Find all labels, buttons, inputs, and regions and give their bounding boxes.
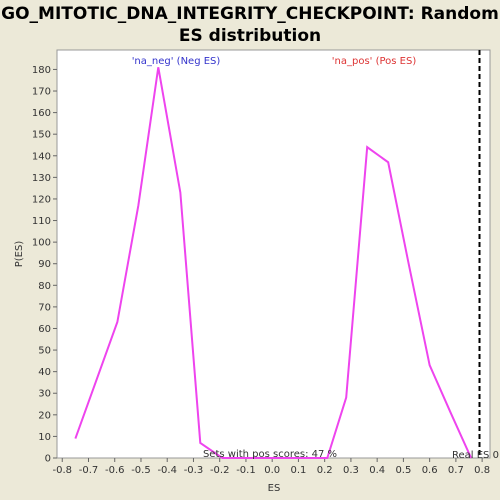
y-tick-label: 150: [32, 130, 51, 141]
x-tick-label: -0.7: [79, 465, 99, 476]
y-tick-label: 60: [38, 324, 51, 335]
series-line: [74, 67, 473, 459]
y-tick-label: 50: [38, 346, 51, 357]
real-es-label: Real ES 0: [452, 450, 499, 461]
x-tick-label: -0.8: [52, 465, 72, 476]
x-tick-label: -0.3: [184, 465, 204, 476]
y-tick-label: 160: [32, 108, 51, 119]
x-tick-label: 0.7: [448, 465, 464, 476]
x-tick-label: 0.1: [290, 465, 306, 476]
annotation: 'na_neg' (Neg ES): [132, 56, 221, 67]
x-tick-label: 0.4: [369, 465, 385, 476]
y-tick-label: 110: [32, 216, 51, 227]
y-tick-label: 130: [32, 173, 51, 184]
y-tick-label: 20: [38, 410, 51, 421]
y-tick-label: 90: [38, 259, 51, 270]
plot-area: [56, 49, 491, 459]
x-axis-label: ES: [268, 483, 281, 494]
y-axis-label: P(ES): [14, 241, 25, 268]
annotation: Sets with pos scores: 47 %: [203, 449, 337, 460]
y-tick-label: 120: [32, 194, 51, 205]
x-tick-label: 0.6: [422, 465, 438, 476]
x-tick-label: 0.0: [264, 465, 280, 476]
y-tick-label: 80: [38, 281, 51, 292]
x-tick-label: -0.4: [157, 465, 177, 476]
y-tick-label: 40: [38, 367, 51, 378]
y-tick-label: 180: [32, 65, 51, 76]
y-tick-label: 100: [32, 238, 51, 249]
x-tick-label: -0.1: [236, 465, 256, 476]
y-tick-label: 30: [38, 389, 51, 400]
x-tick-label: 0.5: [395, 465, 411, 476]
y-tick-label: 0: [45, 454, 51, 465]
x-tick-label: 0.2: [317, 465, 333, 476]
y-tick-label: 10: [38, 432, 51, 443]
chart-title: GO_MITOTIC_DNA_INTEGRITY_CHECKPOINT: Ran…: [1, 4, 499, 24]
y-tick-label: 140: [32, 151, 51, 162]
x-tick-label: -0.2: [210, 465, 230, 476]
x-tick-label: 0.3: [343, 465, 359, 476]
y-tick-label: 70: [38, 302, 51, 313]
y-tick-label: 170: [32, 87, 51, 98]
x-tick-label: -0.6: [105, 465, 125, 476]
chart-title: ES distribution: [179, 26, 321, 46]
x-tick-label: 0.8: [474, 465, 490, 476]
x-tick-label: -0.5: [131, 465, 151, 476]
annotation: 'na_pos' (Pos ES): [332, 56, 417, 67]
